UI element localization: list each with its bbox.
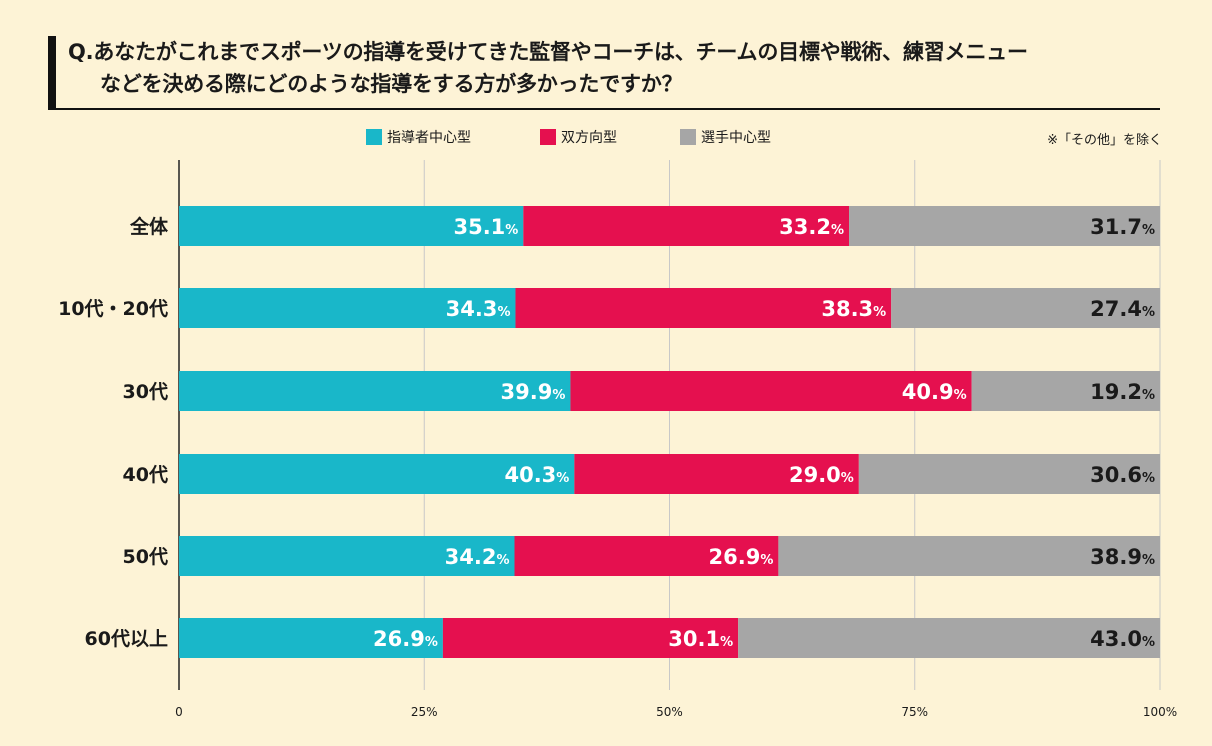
bar-leader-centered-1 [179,288,516,328]
category-label-1: 10代・20代 [58,298,168,320]
bar-two-way-2 [570,371,972,411]
data-label-leader-centered-1: 34.3% [446,297,511,321]
data-label-leader-centered-4: 34.2% [445,545,510,569]
bar-leader-centered-3 [179,454,575,494]
data-label-leader-centered-0: 35.1% [453,215,518,239]
category-label-0: 全体 [129,215,169,238]
bar-two-way-1 [515,288,892,328]
question-title-line-1: Q.あなたがこれまでスポーツの指導を受けてきた監督やコーチは、チームの目標や戦術… [68,40,1028,64]
data-label-two-way-0: 33.2% [779,215,844,239]
legend-label-leader-centered: 指導者中心型 [387,130,471,146]
legend-label-two-way: 双方向型 [561,130,617,146]
data-label-player-centered-5: 43.0% [1090,627,1155,651]
legend-swatch-two-way [540,129,556,145]
bar-player-centered-0 [849,206,1160,246]
category-label-3: 40代 [123,464,168,486]
data-label-two-way-4: 26.9% [709,545,774,569]
bar-player-centered-3 [858,454,1160,494]
category-label-2: 30代 [123,381,168,403]
bar-player-centered-5 [738,618,1160,658]
data-label-player-centered-0: 31.7% [1090,215,1155,239]
bar-leader-centered-2 [179,371,571,411]
data-label-player-centered-1: 27.4% [1090,297,1155,321]
category-label-5: 60代以上 [85,628,168,650]
bar-player-centered-1 [891,288,1160,328]
x-tick-label-75: 75% [901,705,928,719]
data-label-leader-centered-2: 39.9% [501,380,566,404]
legend-swatch-leader-centered [366,129,382,145]
x-tick-label-50: 50% [656,705,683,719]
data-label-two-way-3: 29.0% [789,463,854,487]
data-label-two-way-2: 40.9% [902,380,967,404]
x-tick-label-0: 0 [175,705,183,719]
bar-leader-centered-5 [179,618,443,658]
bar-two-way-4 [514,536,779,576]
data-label-two-way-1: 38.3% [821,297,886,321]
x-tick-label-25: 25% [411,705,438,719]
data-label-player-centered-3: 30.6% [1090,463,1155,487]
bar-player-centered-4 [778,536,1160,576]
bar-two-way-3 [574,454,859,494]
excluding-other-note: ※「その他」を除く [1047,133,1162,148]
data-label-two-way-5: 30.1% [668,627,733,651]
legend-label-player-centered: 選手中心型 [701,130,771,146]
bar-leader-centered-0 [179,206,524,246]
data-label-leader-centered-5: 26.9% [373,627,438,651]
bar-player-centered-2 [971,371,1160,411]
question-title-line-2: などを決める際にどのような指導をする方が多かったですか？ [100,72,683,96]
data-label-player-centered-4: 38.9% [1090,545,1155,569]
x-tick-label-100: 100% [1143,705,1177,719]
data-label-player-centered-2: 19.2% [1090,380,1155,404]
data-label-leader-centered-3: 40.3% [504,463,569,487]
category-label-4: 50代 [123,546,168,568]
legend-item-two-way: 双方向型 [540,128,617,146]
question-title-block: Q.あなたがこれまでスポーツの指導を受けてきた監督やコーチは、チームの目標や戦術… [48,36,1160,110]
bar-two-way-5 [442,618,739,658]
bar-two-way-0 [523,206,850,246]
legend-item-player-centered: 選手中心型 [680,128,771,146]
legend-swatch-player-centered [680,129,696,145]
legend-item-leader-centered: 指導者中心型 [366,128,471,146]
bar-leader-centered-4 [179,536,515,576]
